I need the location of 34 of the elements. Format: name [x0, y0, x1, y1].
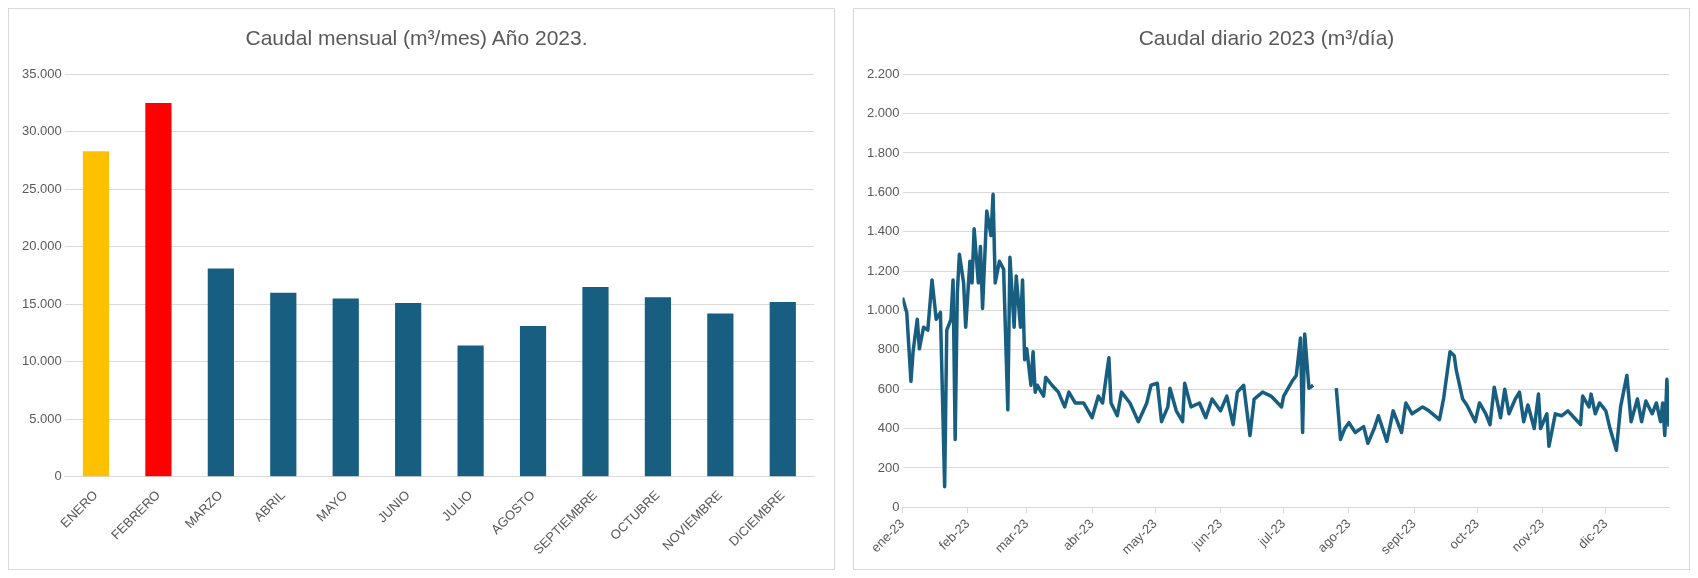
bar [707, 313, 734, 477]
bar [395, 303, 422, 477]
bar [644, 297, 672, 477]
y-tick-label: 1.200 [866, 262, 900, 278]
bar [519, 326, 547, 477]
y-tick-label: 15.000 [22, 295, 62, 311]
y-tick-label: 400 [877, 420, 900, 436]
y-tick-label: 2.200 [866, 65, 900, 81]
y-tick-label: 2.000 [866, 105, 900, 121]
y-tick-label: 5.000 [29, 410, 62, 426]
y-tick-label: 30.000 [22, 123, 62, 139]
y-tick-label: 200 [877, 459, 900, 475]
bar [145, 102, 172, 477]
y-tick-label: 800 [877, 341, 900, 357]
bar [270, 292, 297, 477]
bar [457, 345, 484, 477]
y-tick-label: 20.000 [22, 238, 62, 254]
bar [207, 268, 234, 477]
bar [82, 151, 110, 477]
y-tick-label: 1.800 [866, 144, 900, 160]
y-tick-label: 1.000 [866, 302, 900, 318]
bar [332, 298, 359, 477]
y-tick-label: 0 [892, 498, 900, 514]
y-tick-label: 35.000 [22, 65, 62, 81]
y-tick-label: 25.000 [22, 180, 62, 196]
y-tick-label: 1.600 [866, 183, 900, 199]
chart-title: Caudal diario 2023 (m³/día) [1138, 26, 1395, 50]
bar [769, 301, 796, 477]
y-tick-label: 10.000 [22, 353, 62, 369]
y-tick-label: 1.400 [866, 223, 900, 239]
chart-title: Caudal mensual (m³/mes) Año 2023. [245, 26, 588, 50]
y-tick-label: 600 [877, 380, 900, 396]
y-tick-label: 0 [54, 468, 62, 484]
bar [582, 286, 609, 477]
